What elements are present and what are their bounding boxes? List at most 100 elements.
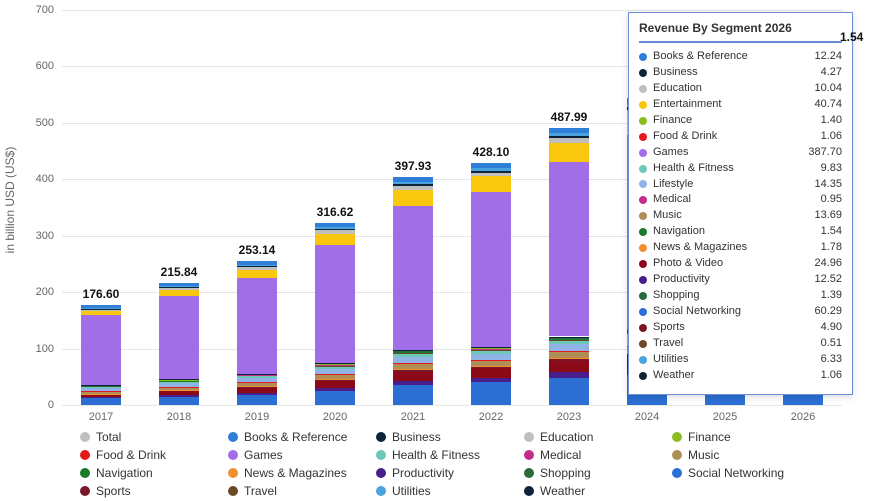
seg-shopping[interactable] xyxy=(549,338,590,339)
seg-entertainment[interactable] xyxy=(159,290,200,296)
seg-education[interactable] xyxy=(81,309,122,311)
seg-business[interactable] xyxy=(393,184,434,186)
bar-2017[interactable]: 176.60 xyxy=(81,305,122,405)
seg-productivity[interactable] xyxy=(237,393,278,395)
seg-health[interactable] xyxy=(315,366,356,369)
seg-utilities[interactable] xyxy=(237,265,278,266)
seg-education[interactable] xyxy=(471,173,512,177)
seg-utilities[interactable] xyxy=(549,133,590,136)
seg-business[interactable] xyxy=(471,171,512,173)
seg-productivity[interactable] xyxy=(471,378,512,383)
seg-health[interactable] xyxy=(549,340,590,345)
legend-item[interactable]: Business xyxy=(376,430,524,444)
seg-lifestyle[interactable] xyxy=(159,383,200,386)
seg-social[interactable] xyxy=(159,397,200,405)
seg-music[interactable] xyxy=(159,387,200,390)
seg-business[interactable] xyxy=(315,229,356,230)
seg-games[interactable] xyxy=(549,162,590,337)
seg-utilities[interactable] xyxy=(315,227,356,229)
seg-health[interactable] xyxy=(159,381,200,383)
legend-item[interactable]: Total xyxy=(80,430,228,444)
seg-books[interactable] xyxy=(393,177,434,182)
legend-item[interactable]: Navigation xyxy=(80,466,228,480)
seg-lifestyle[interactable] xyxy=(393,357,434,363)
seg-music[interactable] xyxy=(471,360,512,365)
seg-business[interactable] xyxy=(81,309,122,310)
seg-entertainment[interactable] xyxy=(237,270,278,278)
seg-utilities[interactable] xyxy=(393,182,434,184)
seg-music[interactable] xyxy=(393,363,434,369)
seg-photo[interactable] xyxy=(81,395,122,398)
seg-lifestyle[interactable] xyxy=(237,378,278,382)
seg-navigation[interactable] xyxy=(549,339,590,340)
seg-news[interactable] xyxy=(471,366,512,367)
seg-education[interactable] xyxy=(393,186,434,190)
bar-2019[interactable]: 253.14 xyxy=(237,261,278,405)
seg-health[interactable] xyxy=(237,375,278,378)
seg-education[interactable] xyxy=(237,267,278,270)
seg-sports[interactable] xyxy=(81,394,122,395)
seg-education[interactable] xyxy=(159,288,200,290)
legend-item[interactable]: Books & Reference xyxy=(228,430,376,444)
seg-sports[interactable] xyxy=(237,387,278,388)
seg-photo[interactable] xyxy=(393,372,434,381)
legend-item[interactable]: Medical xyxy=(524,448,672,462)
legend-item[interactable]: Utilities xyxy=(376,484,524,498)
seg-productivity[interactable] xyxy=(81,397,122,398)
seg-finance[interactable] xyxy=(315,364,356,365)
seg-social[interactable] xyxy=(549,378,590,405)
seg-utilities[interactable] xyxy=(471,168,512,170)
legend-item[interactable]: Music xyxy=(672,448,820,462)
seg-games[interactable] xyxy=(471,192,512,347)
seg-education[interactable] xyxy=(549,138,590,143)
seg-social[interactable] xyxy=(471,382,512,405)
bar-2021[interactable]: 397.93 xyxy=(393,177,434,405)
seg-utilities[interactable] xyxy=(159,286,200,287)
seg-business[interactable] xyxy=(159,287,200,288)
seg-shopping[interactable] xyxy=(393,351,434,352)
seg-music[interactable] xyxy=(237,382,278,386)
seg-entertainment[interactable] xyxy=(471,176,512,192)
seg-photo[interactable] xyxy=(237,388,278,393)
seg-games[interactable] xyxy=(237,278,278,374)
seg-shopping[interactable] xyxy=(471,348,512,349)
seg-business[interactable] xyxy=(237,266,278,267)
seg-photo[interactable] xyxy=(315,381,356,388)
seg-finance[interactable] xyxy=(471,348,512,349)
seg-social[interactable] xyxy=(393,385,434,405)
seg-productivity[interactable] xyxy=(159,395,200,396)
seg-productivity[interactable] xyxy=(549,372,590,378)
bar-2023[interactable]: 487.99 xyxy=(549,128,590,405)
seg-health[interactable] xyxy=(81,386,122,388)
seg-news[interactable] xyxy=(393,369,434,370)
legend-item[interactable]: News & Magazines xyxy=(228,466,376,480)
seg-social[interactable] xyxy=(237,395,278,405)
seg-sports[interactable] xyxy=(471,366,512,368)
legend-item[interactable]: Social Networking xyxy=(672,466,820,480)
seg-lifestyle[interactable] xyxy=(315,369,356,374)
seg-entertainment[interactable] xyxy=(81,311,122,314)
seg-music[interactable] xyxy=(81,391,122,394)
seg-lifestyle[interactable] xyxy=(549,344,590,351)
legend-item[interactable]: Health & Fitness xyxy=(376,448,524,462)
seg-news[interactable] xyxy=(315,379,356,380)
seg-social[interactable] xyxy=(315,391,356,405)
seg-books[interactable] xyxy=(81,305,122,307)
seg-sports[interactable] xyxy=(393,370,434,372)
seg-lifestyle[interactable] xyxy=(471,354,512,360)
seg-sports[interactable] xyxy=(549,359,590,361)
seg-productivity[interactable] xyxy=(393,381,434,386)
seg-navigation[interactable] xyxy=(471,349,512,350)
seg-business[interactable] xyxy=(549,136,590,138)
legend-item[interactable]: Education xyxy=(524,430,672,444)
seg-music[interactable] xyxy=(549,352,590,358)
seg-books[interactable] xyxy=(315,223,356,227)
seg-games[interactable] xyxy=(393,206,434,350)
bar-2020[interactable]: 316.62 xyxy=(315,223,356,405)
seg-photo[interactable] xyxy=(159,391,200,395)
seg-finance[interactable] xyxy=(549,337,590,338)
seg-sports[interactable] xyxy=(315,379,356,380)
seg-finance[interactable] xyxy=(393,350,434,351)
seg-games[interactable] xyxy=(315,245,356,364)
legend-item[interactable]: Finance xyxy=(672,430,820,444)
